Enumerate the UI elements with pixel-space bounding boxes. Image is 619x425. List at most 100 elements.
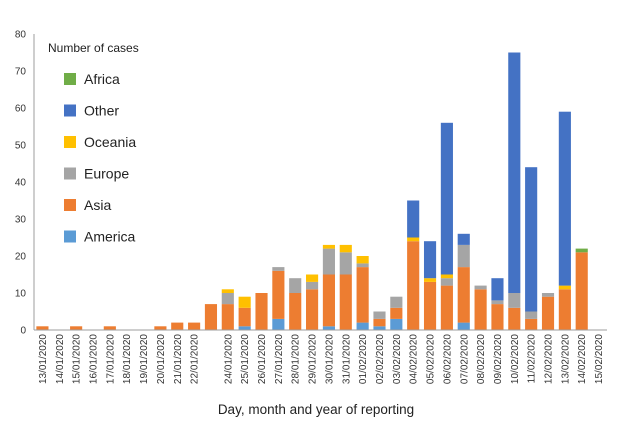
bar-segment [423,281,437,330]
bar-segment [373,326,386,330]
x-tick-label: 18/01/2020 [122,334,133,384]
legend-swatch [64,199,76,211]
bar-segment [204,304,218,330]
x-tick-label: 09/02/2020 [493,334,504,384]
bar-segment [322,248,335,275]
x-tick-label: 22/01/2020 [190,334,201,384]
x-tick-label: 19/01/2020 [139,334,150,384]
bar-segment [491,304,504,330]
x-tick-label: 15/01/2020 [72,334,83,384]
bar-segment [289,293,302,330]
bar-segment [255,293,268,330]
bar-segment [171,322,184,330]
x-tick-label: 25/01/2020 [240,334,251,384]
bar-segment [322,326,335,330]
bar-segment [356,256,369,264]
bar-segment [238,296,251,308]
x-tick-label: 15/02/2020 [594,334,605,384]
y-tick-label: 30 [15,215,27,226]
bar-segment [221,289,234,293]
bar-segment [390,296,403,308]
bar-segment [440,285,453,330]
x-tick-label: 27/01/2020 [274,334,285,384]
bar-segment [508,52,521,293]
x-tick-label: 01/02/2020 [358,334,369,384]
x-tick-label: 21/01/2020 [173,334,184,384]
x-axis-label: Day, month and year of reporting [218,402,414,417]
bar-segment [491,300,504,305]
bar-segment [457,244,470,268]
bar-segment [322,244,335,249]
legend-entry: Europe [84,166,129,182]
x-tick-label: 14/02/2020 [577,334,588,384]
bar-segment [508,293,521,308]
bar-segment [289,278,302,293]
y-tick-label: 20 [15,252,27,263]
x-tick-label: 10/02/2020 [510,334,521,384]
x-tick-label: 29/01/2020 [308,334,319,384]
legend-entry: Other [84,103,119,119]
bar-segment [272,267,285,271]
x-tick-label: 12/02/2020 [544,334,555,384]
x-tick-label: 31/01/2020 [341,334,352,384]
bar-segment [457,233,470,245]
legend-title: Number of cases [48,41,139,55]
bar-segment [525,318,538,330]
y-tick-labels: 0 10 20 30 40 50 60 70 80 [15,30,27,337]
legend-swatch [64,230,76,243]
x-tick-label: 04/02/2020 [409,334,420,384]
bar-segment [474,289,487,330]
bar-segment [306,281,319,290]
legend-swatch [64,136,76,148]
x-tick-label: 28/01/2020 [291,334,302,384]
x-tick-label: 07/02/2020 [459,334,470,384]
bar-segment [272,318,285,330]
bar-segment [154,326,167,330]
bar-segment [356,322,369,330]
bar-segment [339,244,352,253]
y-tick-label: 60 [15,104,27,115]
bar-segment [541,296,555,330]
bar-segment [70,326,83,330]
bar-segment [373,318,386,327]
x-tick-label: 16/01/2020 [88,334,99,384]
bar-segment [440,274,453,279]
bar-segment [36,326,49,330]
bar-segment [525,167,538,312]
y-tick-label: 40 [15,178,27,189]
legend-entry: America [84,229,136,245]
bar-segment [188,322,201,330]
bar-segment [440,122,453,275]
y-tick-label: 0 [20,326,26,337]
legend-entry: Asia [84,197,111,213]
bar-segment [339,252,352,275]
x-tick-label: 13/02/2020 [560,334,571,384]
legend-swatch [64,104,76,117]
bar-segment [575,248,588,253]
bar-segment [238,307,251,327]
bar-segment [356,263,369,268]
x-tick-label: 05/02/2020 [426,334,437,384]
x-tick-label: 30/01/2020 [324,334,335,384]
bar-segment [423,278,437,282]
bar-segment [474,285,487,290]
bar-segment [457,267,470,323]
bar-segment [558,111,571,286]
legend: Number of cases Africa Other Oceania Europe… [48,41,139,245]
bars-layer [36,52,588,330]
y-tick-label: 80 [15,30,27,41]
x-tick-label: 14/01/2020 [55,334,66,384]
bar-segment [558,289,571,330]
bar-segment [306,289,319,330]
legend-swatch [64,167,76,180]
x-tick-labels: 13/01/2020 14/01/2020 15/01/2020 16/01/2020… [38,334,605,385]
legend-entry: Africa [84,71,120,87]
x-tick-label: 13/01/2020 [38,334,49,384]
bar-segment [103,326,116,330]
bar-segment [423,241,437,279]
x-tick-label: 03/02/2020 [392,334,403,384]
bar-segment [221,304,234,330]
x-tick-label: 17/01/2020 [105,334,116,384]
y-tick-label: 70 [15,67,27,78]
